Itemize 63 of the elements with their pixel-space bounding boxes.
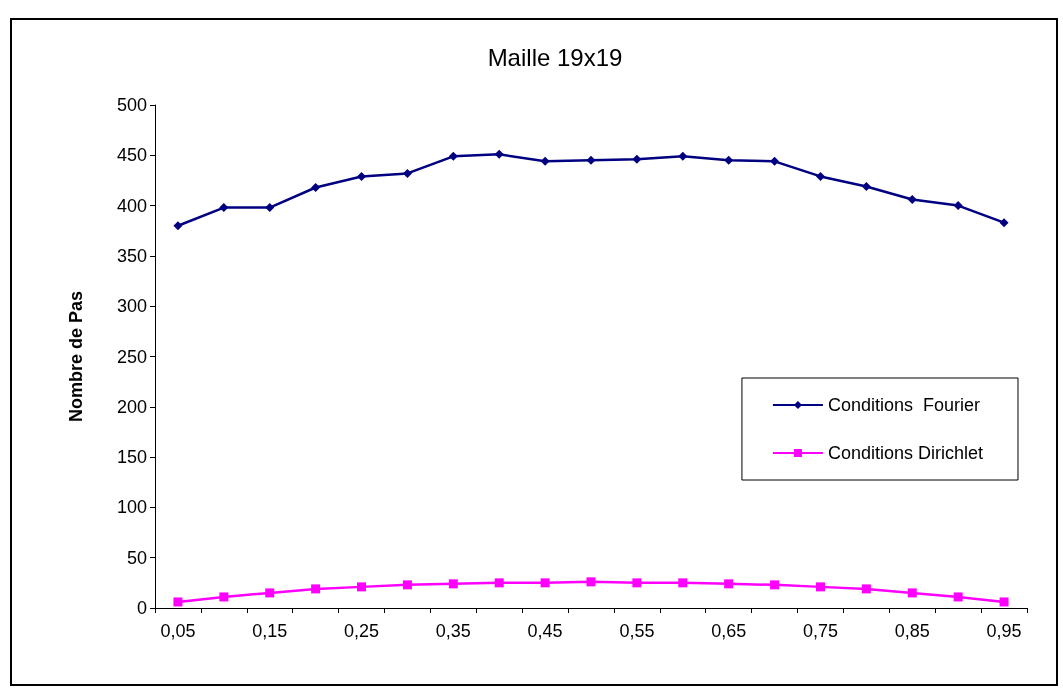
- y-tick-label: 450: [116, 145, 147, 166]
- chart-title: Maille 19x19: [487, 43, 623, 71]
- x-tick-label: 0,05: [160, 621, 196, 641]
- point: [494, 149, 504, 159]
- x-tick-label: 0,55: [619, 621, 655, 641]
- point: [770, 580, 780, 590]
- y-tick-label: 150: [116, 447, 147, 468]
- x-tick-label: 0,45: [527, 621, 563, 641]
- point: [678, 151, 688, 161]
- point: [311, 584, 321, 594]
- point: [402, 580, 412, 590]
- y-tick-label: 100: [116, 497, 147, 518]
- y-tick-label: 350: [116, 245, 147, 266]
- y-tick-label: 400: [116, 195, 147, 216]
- point: [815, 582, 825, 592]
- point: [265, 203, 275, 213]
- point: [173, 221, 183, 231]
- legend-label: Conditions Dirichlet: [827, 443, 984, 463]
- point: [724, 579, 734, 589]
- y-tick-label: 200: [116, 396, 147, 417]
- point: [953, 592, 963, 602]
- point: [770, 156, 780, 166]
- y-axis-title: Nombre de Pas: [66, 290, 86, 423]
- point: [448, 151, 458, 161]
- y-tick-label: 0: [136, 598, 147, 618]
- point: [540, 578, 550, 588]
- x-tick-label: 0,95: [986, 621, 1022, 641]
- x-tick-label: 0,15: [252, 621, 288, 641]
- x-tick-label: 0,75: [802, 621, 838, 641]
- point: [632, 154, 642, 164]
- point: [815, 171, 825, 181]
- point: [219, 592, 229, 602]
- legend-label: Conditions Fourier: [827, 395, 981, 415]
- x-tick-label: 0,65: [711, 621, 747, 641]
- y-tick-label: 300: [116, 296, 147, 317]
- y-tick-label: 50: [126, 547, 147, 568]
- point: [357, 171, 367, 181]
- point: [586, 155, 596, 165]
- point: [678, 578, 688, 588]
- point: [907, 588, 917, 598]
- point: [494, 578, 504, 588]
- point: [173, 597, 183, 607]
- point: [357, 582, 367, 592]
- point: [999, 218, 1009, 228]
- point: [448, 579, 458, 589]
- point: [953, 201, 963, 211]
- x-tick-label: 0,25: [344, 621, 380, 641]
- y-tick-label: 500: [116, 95, 147, 115]
- point: [219, 203, 229, 213]
- point: [265, 588, 275, 598]
- point: [311, 182, 321, 192]
- x-tick-label: 0,85: [894, 621, 930, 641]
- x-tick-label: 0,35: [435, 621, 471, 641]
- point: [402, 168, 412, 178]
- point: [724, 155, 734, 165]
- point: [632, 578, 642, 588]
- point: [540, 156, 550, 166]
- y-tick-label: 250: [116, 346, 147, 367]
- point: [861, 181, 871, 191]
- point: [586, 577, 596, 587]
- point: [907, 195, 917, 205]
- point: [861, 584, 871, 594]
- point: [999, 597, 1009, 607]
